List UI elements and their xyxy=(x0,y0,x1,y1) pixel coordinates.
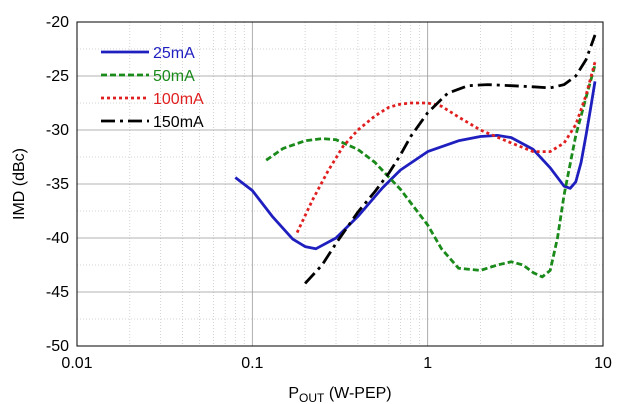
plot-frame xyxy=(76,21,604,347)
x-axis-title-main: P xyxy=(288,385,299,402)
series-lines xyxy=(234,34,597,285)
legend: 25mA 50mA 100mA 150mA xyxy=(101,45,204,131)
y-tick-label: -25 xyxy=(46,68,69,85)
y-tick-label: -35 xyxy=(46,176,69,193)
tick-labels: 0.01 0.1 1 10 -50 -45 -40 -35 -30 -25 -20 xyxy=(46,14,612,372)
y-axis-title: IMD (dBc) xyxy=(11,148,28,220)
y-tick-label: -45 xyxy=(46,284,69,301)
legend-label-25mA: 25mA xyxy=(153,45,195,62)
x-tick-label: 1 xyxy=(423,355,432,372)
series-line-25mA xyxy=(234,81,597,251)
legend-label-100mA: 100mA xyxy=(153,91,204,108)
x-tick-label: 0.01 xyxy=(61,355,92,372)
x-axis-title-rest: (W-PEP) xyxy=(324,385,391,402)
series-line-50mA xyxy=(265,64,597,279)
series-line-100mA xyxy=(295,61,597,234)
x-tick-label: 0.1 xyxy=(241,355,263,372)
y-tick-label: -20 xyxy=(46,14,69,31)
y-tick-label: -30 xyxy=(46,122,69,139)
series-line-150mA xyxy=(304,34,597,285)
legend-label-150mA: 150mA xyxy=(153,114,204,131)
y-tick-label: -40 xyxy=(46,230,69,247)
y-tick-label: -50 xyxy=(46,338,69,355)
grid xyxy=(77,22,603,346)
x-tick-label: 10 xyxy=(594,355,612,372)
legend-label-50mA: 50mA xyxy=(153,68,195,85)
x-axis-title: POUT (W-PEP) xyxy=(288,385,391,404)
x-axis-title-subscript: OUT xyxy=(299,391,325,404)
